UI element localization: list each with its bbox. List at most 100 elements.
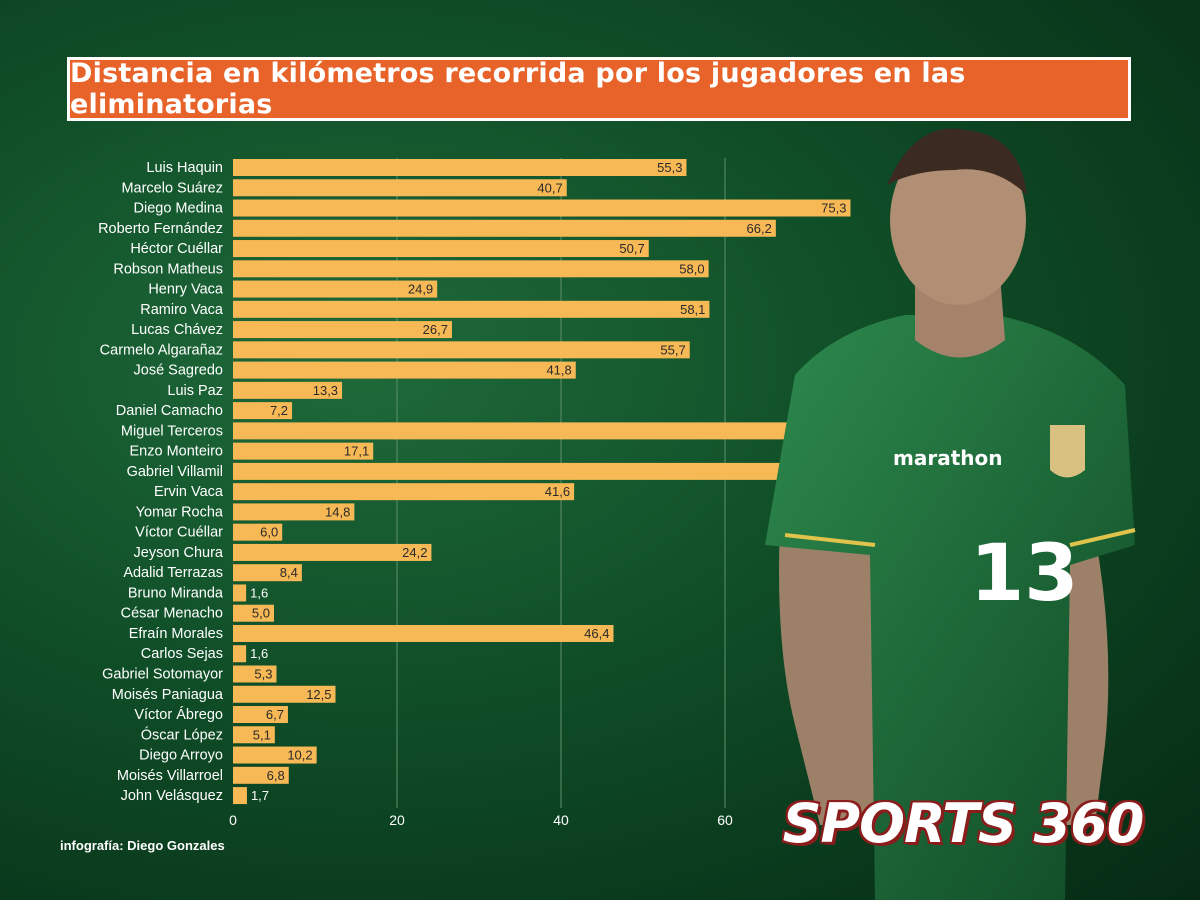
category-label: Lucas Chávez (131, 322, 223, 338)
bar (233, 321, 452, 339)
value-label: 1,6 (250, 585, 268, 600)
bar (233, 766, 289, 784)
svg-text:13: 13 (970, 529, 1079, 619)
value-label: 17,1 (344, 444, 369, 459)
value-label: 1,7 (251, 788, 269, 803)
category-label: Carlos Sejas (141, 646, 223, 662)
category-label: Henry Vaca (148, 282, 224, 298)
category-label: Moisés Villarroel (117, 768, 223, 784)
bar (233, 199, 851, 217)
category-label: Daniel Camacho (116, 403, 223, 419)
bar (233, 584, 247, 602)
bar (233, 179, 567, 197)
bar (233, 280, 438, 298)
category-label: Efraín Morales (129, 626, 223, 642)
value-label: 5,0 (252, 606, 270, 621)
category-label: Miguel Terceros (121, 423, 223, 439)
category-label: Roberto Fernández (98, 221, 223, 237)
category-label: Marcelo Suárez (121, 180, 223, 196)
value-label: 6,8 (267, 768, 285, 783)
x-tick-label: 60 (717, 812, 733, 828)
bar (233, 381, 343, 399)
bar (233, 260, 709, 278)
category-label: Robson Matheus (113, 261, 223, 277)
value-label: 58,1 (680, 302, 705, 317)
value-label: 6,7 (266, 707, 284, 722)
x-tick-label: 40 (553, 812, 569, 828)
value-label: 12,5 (306, 687, 331, 702)
credit-text: infografía: Diego Gonzales (60, 838, 225, 853)
bar (233, 219, 776, 237)
category-label: Adalid Terrazas (123, 565, 223, 581)
bar (233, 685, 336, 703)
value-label: 26,7 (423, 322, 448, 337)
bar (233, 706, 288, 724)
value-label: 24,9 (408, 282, 433, 297)
value-label: 8,4 (280, 565, 298, 580)
bar (233, 341, 690, 359)
value-label: 55,7 (660, 342, 685, 357)
bar (233, 462, 867, 480)
value-label: 40,7 (537, 180, 562, 195)
value-label: 5,1 (253, 727, 271, 742)
bar (233, 787, 247, 805)
value-label: 1,6 (250, 646, 268, 661)
value-label: 6,0 (260, 525, 278, 540)
bar (233, 543, 432, 561)
category-label: Bruno Miranda (128, 585, 224, 601)
chart-title-box: Distancia en kilómetros recorrida por lo… (67, 57, 1131, 121)
value-label: 14,8 (325, 504, 350, 519)
category-label: Yomar Rocha (136, 504, 224, 520)
value-label: 41,6 (545, 484, 570, 499)
brand-logo: SPORTS 360 (782, 791, 1145, 855)
bar (233, 726, 275, 744)
value-label: 75,3 (821, 201, 846, 216)
chart-title: Distancia en kilómetros recorrida por lo… (70, 58, 966, 120)
category-label: Diego Arroyo (139, 748, 223, 764)
bar (233, 624, 614, 642)
value-label: 58,0 (679, 261, 704, 276)
player-photo: marathon 13 (765, 128, 1136, 900)
x-tick-label: 20 (389, 812, 405, 828)
value-label: 66,2 (747, 221, 772, 236)
category-label: Luis Haquin (146, 160, 223, 176)
svg-text:marathon: marathon (893, 446, 1002, 470)
bar (233, 665, 277, 683)
category-label: Moisés Paniagua (112, 687, 224, 703)
bar (233, 442, 374, 460)
value-label: 41,8 (546, 363, 571, 378)
category-label: Luis Paz (167, 383, 223, 399)
category-label: Ervin Vaca (154, 484, 224, 500)
bar (233, 645, 247, 663)
value-label: 7,2 (270, 403, 288, 418)
bar (233, 483, 575, 501)
bar (233, 564, 302, 582)
bar (233, 159, 687, 176)
bar (233, 503, 355, 521)
category-label: Gabriel Sotomayor (102, 667, 223, 683)
bar (233, 240, 649, 258)
value-label: 13,3 (313, 383, 338, 398)
bar (233, 300, 710, 318)
category-label: César Menacho (121, 606, 223, 622)
category-label: Ramiro Vaca (140, 302, 224, 318)
category-label: Enzo Monteiro (130, 444, 224, 460)
value-label: 46,4 (584, 626, 609, 641)
bar (233, 523, 283, 541)
category-label: José Sagredo (134, 363, 223, 379)
category-label: Óscar López (141, 726, 223, 743)
category-label: Jeyson Chura (134, 545, 224, 561)
bar (233, 422, 859, 440)
category-label: Gabriel Villamil (127, 464, 223, 480)
bar (233, 604, 274, 622)
x-tick-label: 0 (229, 812, 237, 828)
bar (233, 361, 576, 379)
value-label: 10,2 (287, 748, 312, 763)
value-label: 24,2 (402, 545, 427, 560)
bar (233, 746, 317, 764)
category-label: Héctor Cuéllar (130, 241, 223, 257)
category-label: Carmelo Algarañaz (100, 342, 223, 358)
category-label: Víctor Ábrego (134, 706, 223, 723)
value-label: 55,3 (657, 160, 682, 175)
